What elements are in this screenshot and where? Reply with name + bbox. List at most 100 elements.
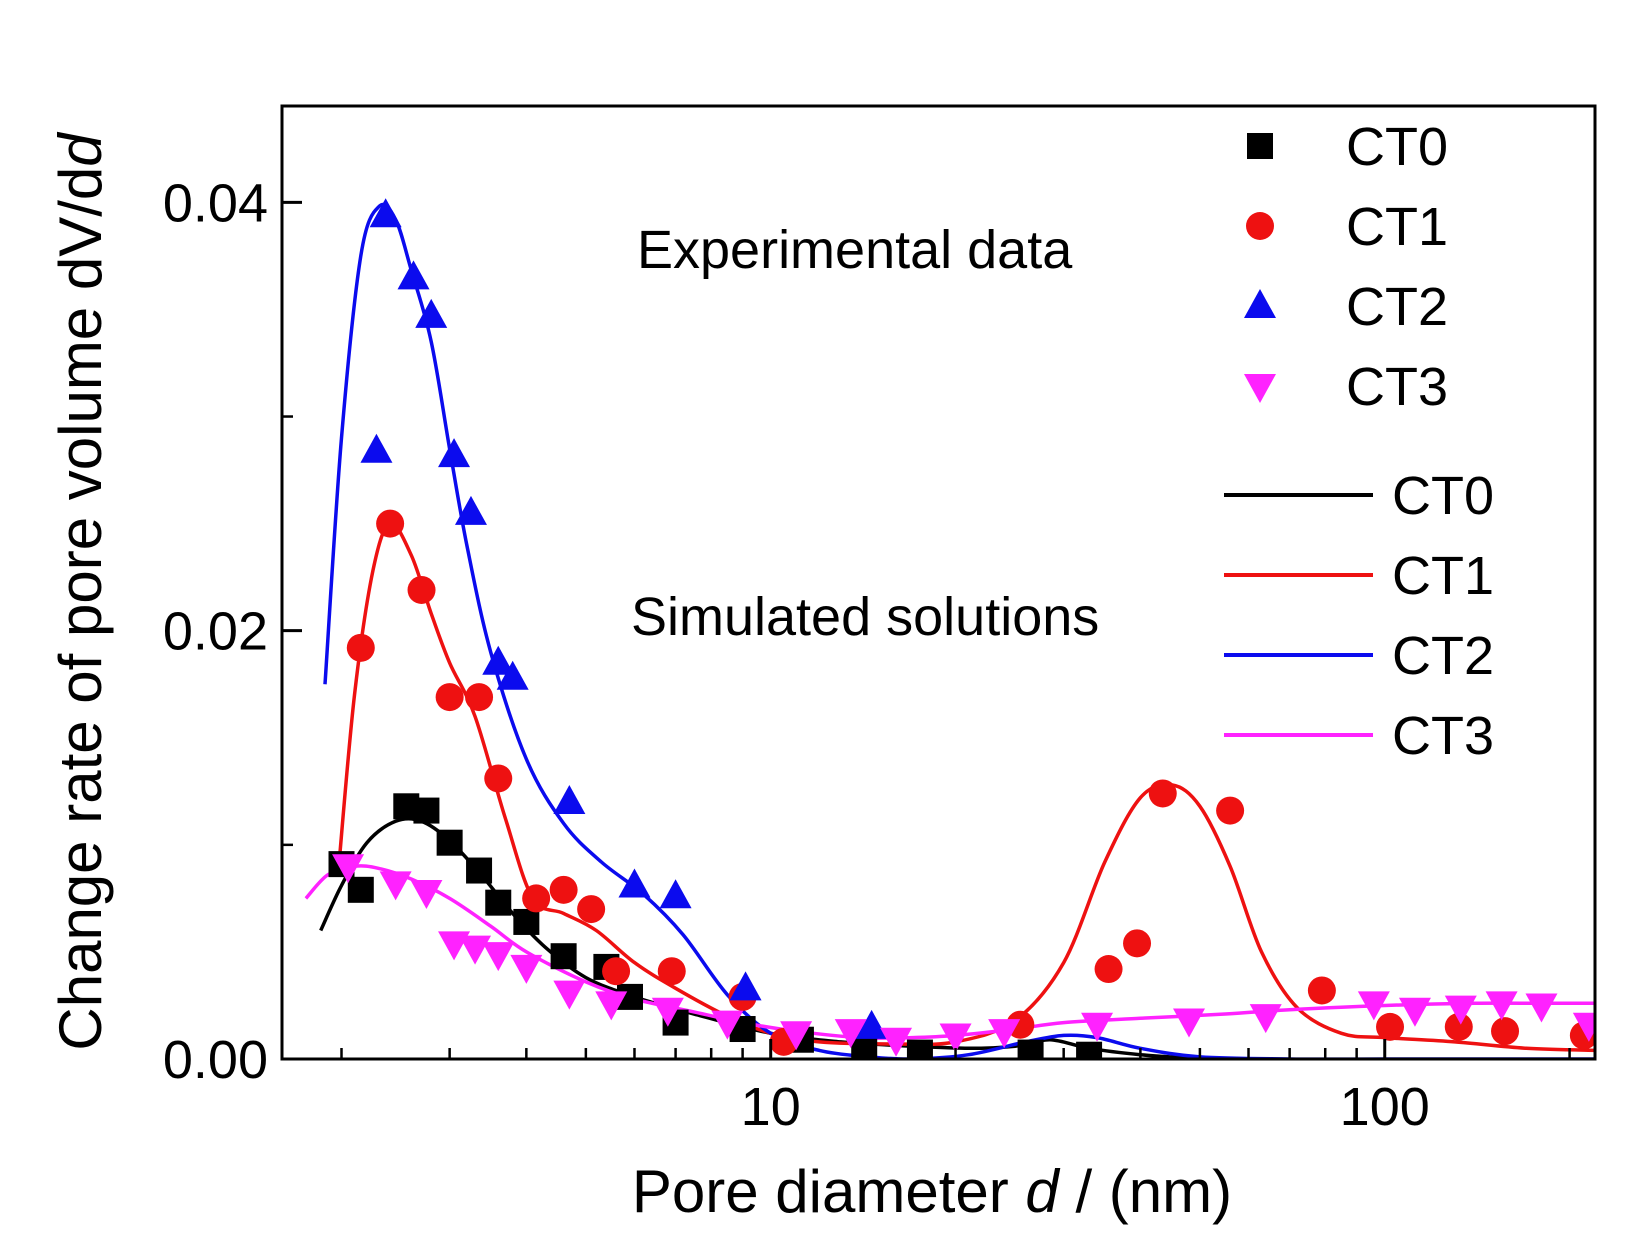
- data-point-ct1: [1148, 779, 1177, 808]
- data-point-ct3: [510, 954, 543, 984]
- data-point-ct1: [1006, 1010, 1035, 1039]
- y-tick-label: 0.00: [163, 1030, 268, 1090]
- data-point-ct0: [550, 943, 577, 970]
- data-point-ct1: [376, 509, 405, 538]
- y-axis-label-var: d: [47, 132, 114, 167]
- exp-series-ct0: [328, 793, 1103, 1059]
- data-point-ct3: [1485, 991, 1518, 1021]
- legend: CT0 CT1 CT2 CT3 CT0 CT1 CT2 CT3: [1224, 117, 1494, 766]
- data-point-ct1: [435, 683, 464, 712]
- data-point-ct1: [522, 884, 551, 913]
- data-point-ct2: [415, 298, 448, 328]
- exp-series-ct2: [360, 198, 888, 1039]
- data-point-ct3: [651, 997, 684, 1027]
- data-point-ct1: [1491, 1017, 1520, 1046]
- data-point-ct1: [1444, 1012, 1473, 1041]
- legend-label-sim-ct1: CT1: [1392, 546, 1494, 606]
- data-point-ct0: [513, 908, 540, 935]
- legend-label-exp-ct0: CT0: [1346, 117, 1448, 177]
- annotation-experimental: Experimental data: [637, 220, 1073, 280]
- data-point-ct1: [465, 683, 494, 712]
- data-point-ct2: [496, 660, 529, 690]
- x-tick-label: 100: [1340, 1077, 1430, 1137]
- data-point-ct3: [553, 980, 586, 1010]
- x-axis-label-var: d: [1025, 1158, 1060, 1225]
- data-point-ct3: [332, 854, 365, 884]
- data-point-ct0: [906, 1039, 933, 1059]
- data-point-ct3: [1173, 1008, 1206, 1038]
- legend-marker-ct1: [1246, 212, 1274, 240]
- legend-label-sim-ct2: CT2: [1392, 626, 1494, 686]
- data-point-ct0: [466, 857, 493, 884]
- x-axis-label-prefix: Pore diameter: [632, 1158, 1026, 1225]
- legend-label-exp-ct1: CT1: [1346, 197, 1448, 257]
- data-point-ct3: [880, 1027, 913, 1057]
- data-point-ct1: [1094, 955, 1123, 984]
- legend-label-sim-ct0: CT0: [1392, 466, 1494, 526]
- data-point-ct3: [1572, 1012, 1595, 1042]
- data-point-ct3: [459, 935, 492, 965]
- data-point-ct3: [1525, 993, 1558, 1023]
- data-point-ct1: [1216, 796, 1245, 825]
- data-point-ct2: [659, 879, 692, 909]
- data-point-ct3: [1081, 1012, 1114, 1042]
- data-point-ct3: [482, 942, 515, 972]
- data-point-ct3: [780, 1021, 813, 1051]
- legend-label-exp-ct2: CT2: [1346, 277, 1448, 337]
- data-point-ct1: [484, 764, 513, 793]
- data-point-ct1: [407, 575, 436, 604]
- data-point-ct3: [1398, 997, 1431, 1027]
- exp-series-ct1: [346, 509, 1595, 1056]
- legend-marker-ct0: [1247, 133, 1273, 159]
- data-point-ct1: [549, 875, 578, 904]
- sim-curve-ct1: [337, 521, 1595, 1053]
- data-point-ct0: [851, 1037, 878, 1059]
- data-point-ct0: [1076, 1041, 1103, 1059]
- data-point-ct1: [1307, 976, 1336, 1005]
- plot-frame: [280, 104, 1597, 1061]
- data-point-ct2: [454, 495, 487, 525]
- data-point-ct2: [729, 971, 762, 1001]
- data-point-ct3: [988, 1019, 1021, 1049]
- data-point-ct2: [618, 868, 651, 898]
- experimental-markers: [328, 198, 1595, 1059]
- x-tick-label: 10: [741, 1077, 801, 1137]
- data-point-ct0: [485, 889, 512, 916]
- data-point-ct2: [482, 645, 515, 675]
- annotation-simulated: Simulated solutions: [631, 587, 1099, 647]
- legend-marker-ct3: [1244, 374, 1276, 403]
- legend-label-exp-ct3: CT3: [1346, 357, 1448, 417]
- data-point-ct0: [413, 797, 440, 824]
- data-point-ct2: [397, 260, 430, 290]
- data-point-ct0: [1017, 1039, 1044, 1059]
- data-point-ct1: [346, 633, 375, 662]
- data-point-ct2: [553, 785, 586, 815]
- data-point-ct3: [711, 1010, 744, 1040]
- axes: 10 100 0.00 0.02 0.04: [163, 173, 1571, 1137]
- data-point-ct2: [438, 438, 471, 468]
- data-point-ct1: [577, 895, 606, 924]
- data-point-ct1: [657, 957, 686, 986]
- data-point-ct1: [1123, 929, 1152, 958]
- legend-label-sim-ct3: CT3: [1392, 706, 1494, 766]
- y-axis-label-prefix: Change rate of pore volume dV/d: [47, 167, 114, 1051]
- data-point-ct3: [379, 871, 412, 901]
- y-tick-label: 0.04: [163, 173, 268, 233]
- data-point-ct1: [602, 957, 631, 986]
- data-point-ct3: [1444, 995, 1477, 1025]
- data-point-ct1: [1376, 1012, 1405, 1041]
- legend-marker-ct2: [1244, 289, 1276, 318]
- data-point-ct3: [1249, 1004, 1282, 1034]
- data-point-ct3: [939, 1023, 972, 1053]
- data-point-ct3: [595, 991, 628, 1021]
- data-point-ct2: [360, 433, 393, 463]
- data-point-ct0: [347, 876, 374, 903]
- data-point-ct0: [436, 829, 463, 856]
- exp-series-ct3: [332, 854, 1595, 1057]
- x-axis-label: Pore diameter d / (nm): [632, 1158, 1232, 1225]
- data-point-ct3: [1357, 991, 1390, 1021]
- y-tick-label: 0.02: [163, 602, 268, 662]
- data-point-ct2: [369, 198, 402, 228]
- x-axis-label-suffix: / (nm): [1059, 1158, 1232, 1225]
